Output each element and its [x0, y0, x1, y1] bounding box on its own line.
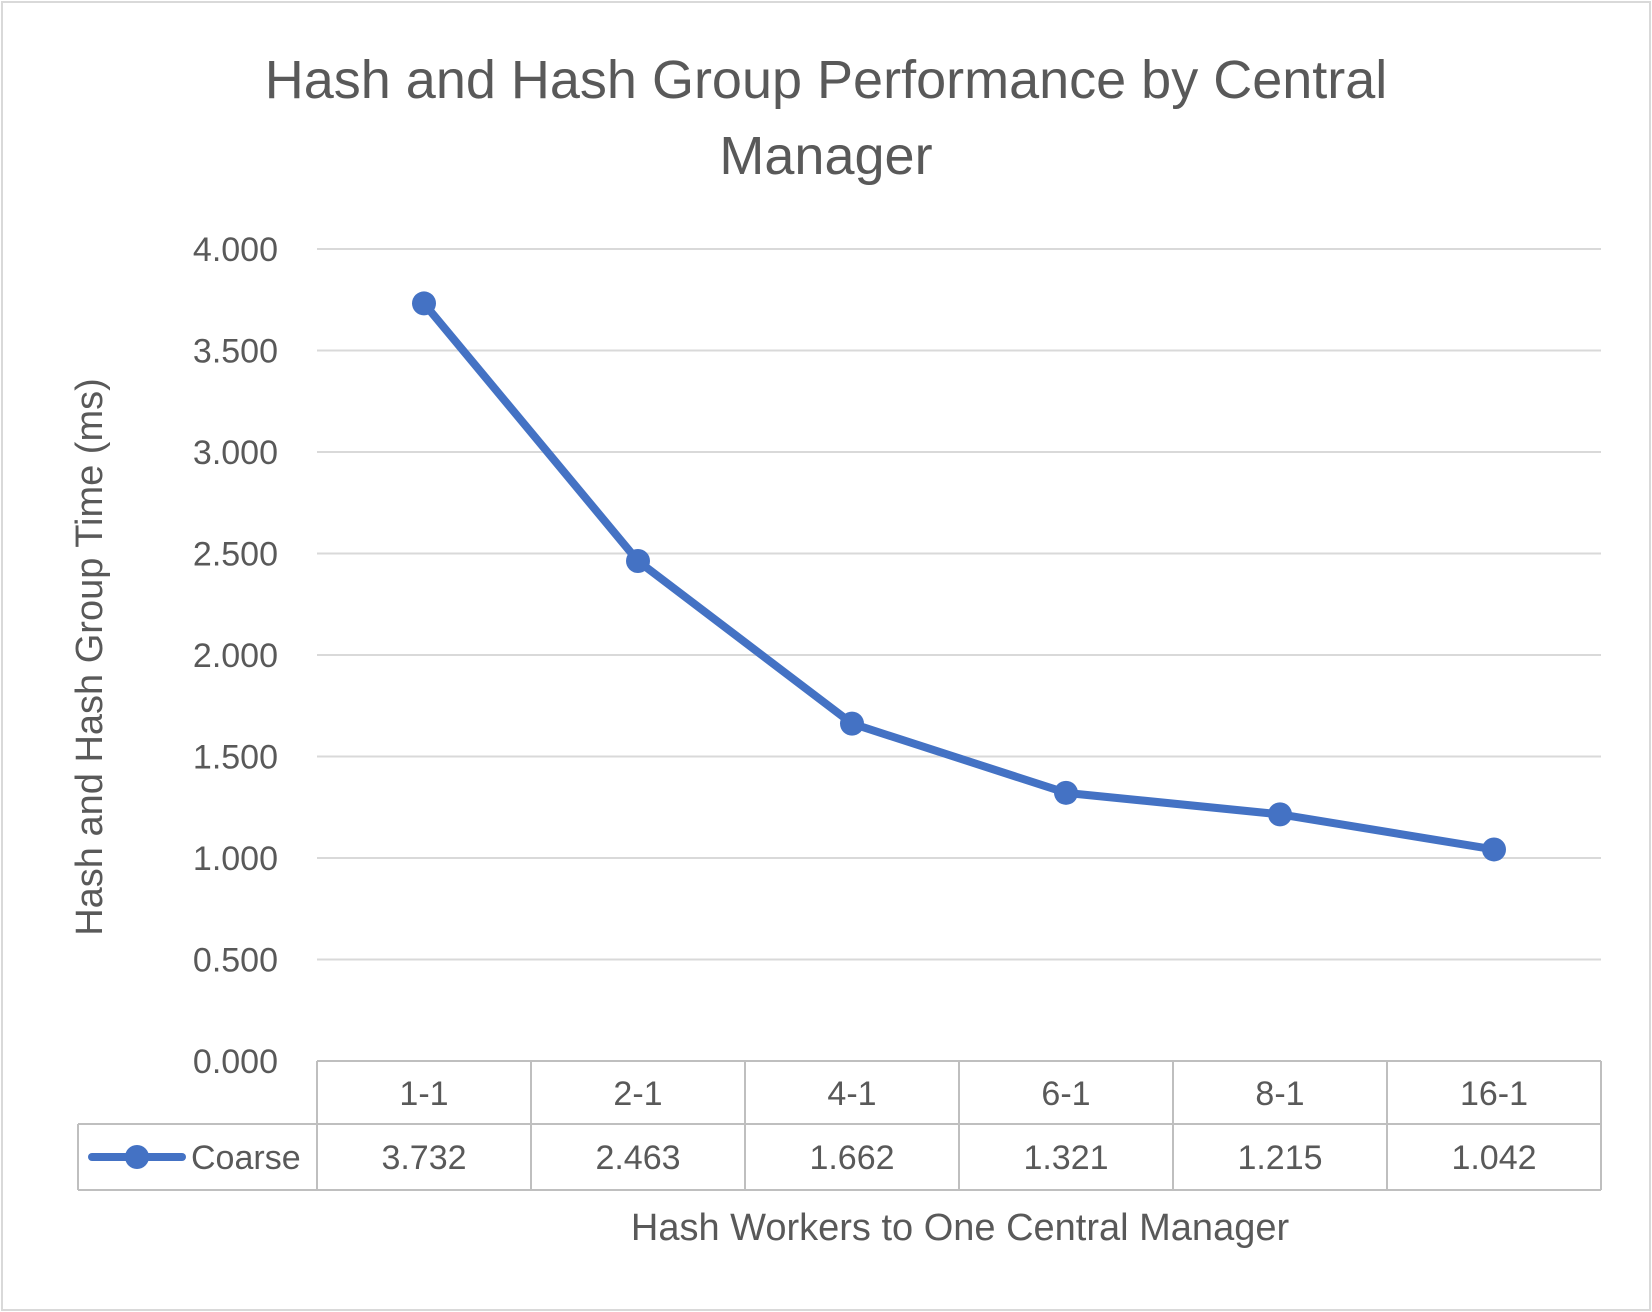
table-value-cell: 2.463	[595, 1139, 680, 1177]
data-point	[412, 291, 436, 316]
chart-title-line-2: Manager	[719, 126, 932, 186]
legend-marker-key	[125, 1145, 149, 1169]
y-tick-label: 3.000	[193, 434, 278, 472]
x-category-label: 16-1	[1460, 1075, 1528, 1113]
data-point	[1268, 802, 1292, 827]
y-tick-label: 3.500	[193, 333, 278, 371]
series-line-coarse	[420, 299, 1498, 854]
data-point	[840, 711, 864, 736]
y-tick-label: 4.000	[193, 231, 278, 269]
data-table: 1-1 2-1 4-1 6-1 8-1 16-1 Coarse 3.732 2.463 1.662…	[77, 1060, 1602, 1191]
gridlines	[317, 248, 1601, 961]
y-tick-label: 2.000	[193, 637, 278, 675]
x-category-label: 2-1	[613, 1075, 662, 1113]
data-point	[626, 549, 650, 574]
series-layer	[412, 291, 1506, 862]
y-tick-label: 1.000	[193, 840, 278, 878]
legend-series-name: Coarse	[191, 1139, 301, 1177]
y-tick-label: 0.500	[193, 942, 278, 980]
data-point	[1054, 780, 1078, 805]
y-tick-label: 0.000	[193, 1043, 278, 1081]
table-value-cell: 1.662	[809, 1139, 894, 1177]
table-value-cell: 1.042	[1451, 1139, 1536, 1177]
y-axis-ticks: 0.000 0.500 1.000 1.500 2.000 2.500 3.000 3.500…	[193, 231, 278, 1081]
x-category-label: 4-1	[827, 1075, 876, 1113]
chart-title-line-1: Hash and Hash Group Performance by Centr…	[265, 50, 1388, 110]
x-category-label: 1-1	[399, 1075, 448, 1113]
table-value-cell: 3.732	[381, 1139, 466, 1177]
x-category-label: 8-1	[1255, 1075, 1304, 1113]
x-axis-title: Hash Workers to One Central Manager	[631, 1207, 1290, 1249]
y-axis-title: Hash and Hash Group Time (ms)	[69, 378, 111, 936]
x-category-label: 6-1	[1041, 1075, 1090, 1113]
y-tick-label: 1.500	[193, 739, 278, 777]
table-value-cell: 1.215	[1237, 1139, 1322, 1177]
data-point	[1482, 837, 1506, 862]
y-tick-label: 2.500	[193, 536, 278, 574]
table-value-cell: 1.321	[1023, 1139, 1108, 1177]
